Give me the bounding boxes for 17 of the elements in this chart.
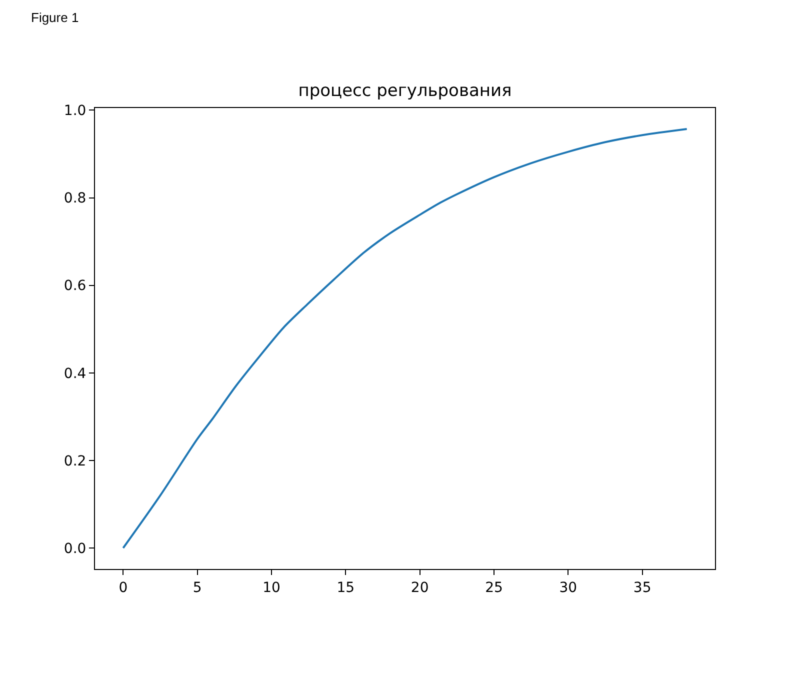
y-tick-label: 0.8 (64, 190, 86, 207)
line-series (122, 128, 688, 549)
caption: Figure 1 (31, 10, 79, 25)
x-tick-label: 35 (633, 580, 652, 596)
y-tick-label: 0.0 (64, 540, 86, 557)
y-tick-label: 0.6 (64, 278, 86, 294)
x-tick-label: 20 (410, 580, 429, 596)
x-tick-label: 30 (559, 580, 578, 596)
y-tick-label: 0.2 (64, 453, 86, 470)
y-tick-label: 1.0 (64, 103, 86, 120)
chart-title: процесс регульрования (298, 80, 512, 101)
x-tick-label: 25 (485, 580, 503, 596)
x-tick-label: 10 (262, 580, 280, 596)
x-tick-label: 0 (118, 580, 128, 596)
y-tick-label: 0.4 (64, 366, 86, 382)
x-tick-label: 15 (336, 580, 355, 596)
x-tick-label: 5 (192, 580, 202, 596)
